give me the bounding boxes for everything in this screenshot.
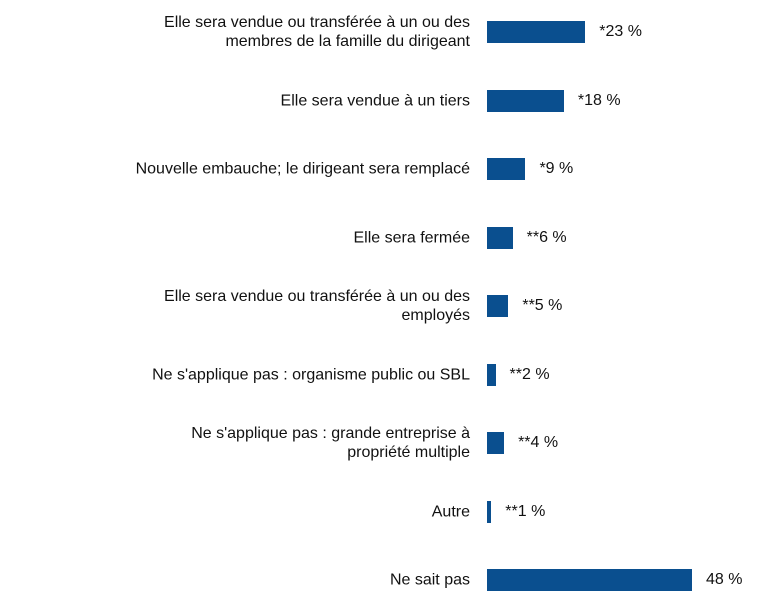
category-label: Elle sera vendue ou transférée à un ou d… bbox=[164, 288, 470, 324]
category-label: Elle sera vendue à un tiers bbox=[280, 92, 470, 109]
bar bbox=[487, 226, 513, 249]
bar bbox=[487, 21, 586, 43]
value-label: *18 % bbox=[577, 91, 621, 109]
value-label: **5 % bbox=[522, 297, 563, 314]
bar bbox=[487, 295, 509, 317]
bar bbox=[487, 500, 492, 523]
value-label: **2 % bbox=[509, 365, 550, 383]
bar bbox=[487, 432, 505, 454]
value-label: **4 % bbox=[518, 434, 559, 451]
bar bbox=[487, 89, 564, 112]
category-label: Nouvelle embauche; le dirigeant sera rem… bbox=[135, 160, 470, 178]
bar bbox=[487, 569, 692, 591]
bar bbox=[487, 158, 526, 180]
value-label: *9 % bbox=[539, 160, 574, 177]
category-label: Elle sera vendue ou transférée à un ou d… bbox=[164, 14, 470, 50]
category-label: Ne s'applique pas : grande entreprise à … bbox=[191, 425, 470, 461]
value-label: **6 % bbox=[526, 228, 567, 246]
bar bbox=[487, 363, 496, 386]
value-label: *23 % bbox=[599, 23, 642, 40]
category-label: Ne s'applique pas : organisme public ou … bbox=[152, 366, 470, 383]
value-label: 48 % bbox=[706, 571, 743, 588]
category-label: Ne sait pas bbox=[389, 571, 470, 589]
category-label: Autre bbox=[431, 503, 470, 520]
category-label: Elle sera fermée bbox=[353, 229, 471, 246]
value-label: **1 % bbox=[505, 502, 546, 520]
